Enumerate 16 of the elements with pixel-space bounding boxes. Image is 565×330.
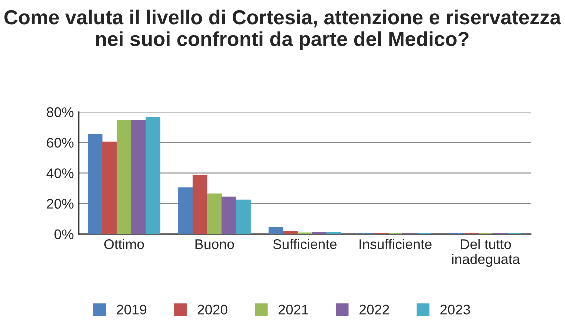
x-tick-label: Ottimo [104,239,144,250]
legend-label: 2021 [278,304,308,315]
x-tick-label: Buono [196,240,234,250]
legend-label: 2022 [360,304,390,315]
legend-label: 2019 [117,304,147,315]
legend-label: 2023 [440,304,470,315]
chart-title: Come valuta il livello di Cortesia, attenzione e riservatezza nei suoi confronti da parte del Medico? [4,10,562,50]
legend-label: 2020 [198,304,228,315]
y-tick-label: 60% [47,138,74,148]
y-tick-label: 0% [54,230,74,240]
x-tick-label: Sufficiente [273,239,337,250]
y-tick-label: 40% [46,168,74,178]
y-tick-label: 80% [47,108,74,118]
x-tick-label: Del tutto inadeguata [452,239,520,268]
x-tick-label: Insufficiente [360,239,432,250]
y-tick-label: 20% [47,199,74,209]
